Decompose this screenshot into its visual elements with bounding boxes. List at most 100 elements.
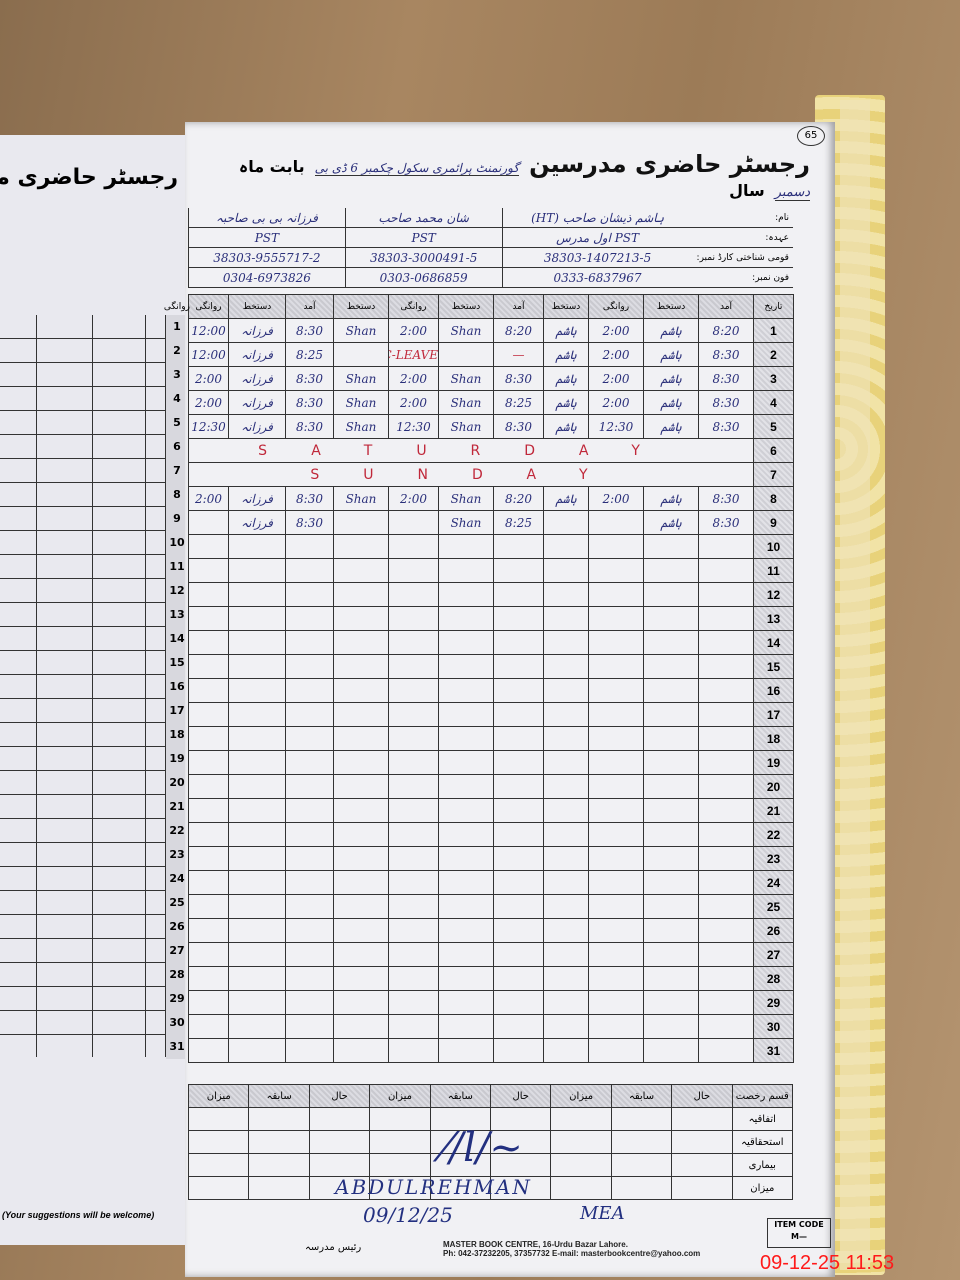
left-page-day-number: 16 — [166, 675, 188, 699]
attendance-cell: 2:00 — [388, 486, 439, 511]
table-row: 19 — [188, 750, 794, 775]
attendance-cell — [438, 534, 494, 559]
table-row: 14 — [188, 630, 794, 655]
signature-name: ABDULREHMAN — [335, 1175, 532, 1199]
left-page-day-number: 11 — [166, 555, 188, 579]
attendance-cell — [493, 990, 544, 1015]
summary-cell — [248, 1130, 310, 1154]
day-number: 10 — [753, 534, 794, 559]
summary-cell — [610, 1176, 673, 1200]
attendance-cell: Shan — [333, 366, 389, 391]
table-row: 15 — [188, 654, 794, 679]
attendance-cell — [588, 942, 644, 967]
summary-cell — [248, 1176, 310, 1200]
attendance-cell — [698, 678, 754, 703]
attendance-cell: 8:30 — [698, 390, 754, 415]
attendance-cell — [493, 1014, 544, 1039]
column-header-signature: دستخط — [228, 294, 286, 319]
attendance-cell — [493, 630, 544, 655]
left-page-day-number: 15 — [166, 651, 188, 675]
designation-label: عہدہ: — [692, 227, 793, 248]
attendance-cell — [285, 990, 334, 1015]
register-page: 65 رجسٹر حاضری مدرسین گورنمنٹ پرائمری سک… — [164, 122, 835, 1277]
column-header-departure: روانگی — [588, 294, 644, 319]
cnic-label: قومی شناختی کارڈ نمبر: — [692, 247, 793, 268]
attendance-cell — [285, 582, 334, 607]
day-number: 9 — [753, 510, 794, 535]
attendance-cell: 2:00 — [388, 390, 439, 415]
summary-cell — [429, 1107, 492, 1131]
day-number: 5 — [753, 414, 794, 439]
summary-cell — [550, 1153, 612, 1177]
attendance-cell — [643, 942, 699, 967]
attendance-cell — [698, 894, 754, 919]
day-number: 14 — [753, 630, 794, 655]
attendance-cell: 2:00 — [188, 366, 229, 391]
summary-cell — [610, 1107, 673, 1131]
attendance-cell — [228, 846, 286, 871]
day-number: 12 — [753, 582, 794, 607]
attendance-cell — [588, 678, 644, 703]
attendance-cell — [643, 582, 699, 607]
attendance-cell — [588, 798, 644, 823]
day-number: 17 — [753, 702, 794, 727]
attendance-cell — [188, 918, 229, 943]
attendance-cell — [543, 966, 589, 991]
attendance-cell: فرزانہ — [228, 486, 286, 511]
summary-column-header: سابقہ — [248, 1084, 310, 1108]
attendance-cell — [698, 750, 754, 775]
attendance-cell — [333, 630, 389, 655]
attendance-cell — [438, 582, 494, 607]
table-row: 30 — [188, 1014, 794, 1039]
summary-header-row: قسم رخصت حال سابقہ میزان حال سابقہ میزان حال ساب… — [187, 1084, 794, 1108]
attendance-cell — [285, 894, 334, 919]
day-off-note: SATURDAY — [188, 438, 754, 463]
table-row: 31 — [188, 1038, 794, 1063]
attendance-cell — [285, 726, 334, 751]
attendance-cell — [188, 798, 229, 823]
attendance-cell — [188, 966, 229, 991]
attendance-cell — [438, 966, 494, 991]
attendance-cell — [188, 726, 229, 751]
attendance-cell — [438, 1014, 494, 1039]
attendance-cell: 2:00 — [588, 390, 644, 415]
day-number: 15 — [753, 654, 794, 679]
page-number: 65 — [797, 126, 825, 146]
left-page-day-number: 1 — [166, 315, 188, 339]
attendance-cell: 8:30 — [285, 390, 334, 415]
attendance-cell — [228, 822, 286, 847]
attendance-cell — [493, 774, 544, 799]
day-number: 1 — [753, 318, 794, 343]
attendance-cell — [698, 846, 754, 871]
attendance-cell — [588, 870, 644, 895]
left-page-day-number: 5 — [166, 411, 188, 435]
attendance-cell: 12:00 — [188, 342, 229, 367]
attendance-cell — [228, 606, 286, 631]
attendance-cell: Shan — [438, 318, 494, 343]
attendance-cell — [493, 966, 544, 991]
attendance-cell — [493, 870, 544, 895]
attendance-cell — [438, 702, 494, 727]
attendance-cell — [228, 942, 286, 967]
attendance-cell — [588, 990, 644, 1015]
attendance-cell — [543, 990, 589, 1015]
day-number: 11 — [753, 558, 794, 583]
attendance-cell — [643, 726, 699, 751]
attendance-cell — [333, 558, 389, 583]
table-row: 5 8:30 ہاشم 12:30 ہاشم 8:30 Shan 12:30 Shan 8:30 ف… — [188, 414, 794, 439]
attendance-cell — [188, 846, 229, 871]
left-page-day-number: 29 — [166, 987, 188, 1011]
left-page-day-number: 31 — [166, 1035, 188, 1059]
attendance-cell: Shan — [438, 390, 494, 415]
summary-row: میزان — [187, 1176, 794, 1200]
attendance-cell — [438, 654, 494, 679]
name-label: نام: — [692, 208, 793, 228]
attendance-cell — [438, 750, 494, 775]
left-page-day-number: 17 — [166, 699, 188, 723]
day-number: 2 — [753, 342, 794, 367]
attendance-cell — [438, 678, 494, 703]
attendance-cell — [438, 894, 494, 919]
teacher-cnic: 38303-9555717-2 — [188, 247, 346, 268]
attendance-cell: ہاشم — [543, 414, 589, 439]
attendance-cell — [333, 342, 389, 367]
